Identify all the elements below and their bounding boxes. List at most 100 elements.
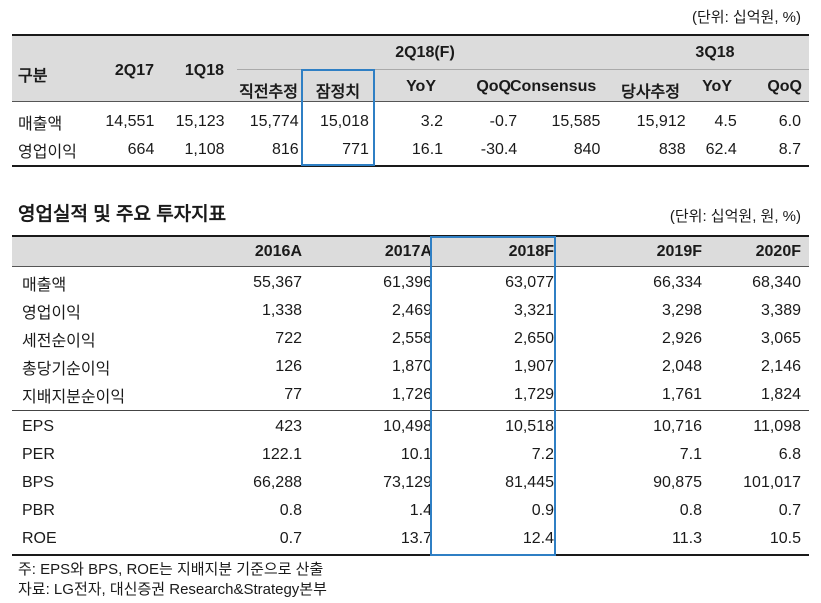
table-row: BPS 66,288 73,129 81,445 90,875 101,017 (12, 469, 809, 497)
cell: 0.7 (279, 530, 302, 547)
row-label: 영업이익 (18, 144, 77, 161)
row-label: EPS (22, 418, 55, 435)
cell: 15,912 (636, 113, 686, 130)
cell: 126 (275, 358, 302, 375)
cell: 2,926 (661, 330, 702, 347)
cell: 838 (658, 141, 686, 158)
cell: 3,389 (760, 302, 801, 319)
cell: -30.4 (480, 141, 518, 158)
table1-header-2q17: 2Q17 (114, 62, 154, 79)
cell: 63,077 (505, 274, 554, 291)
table-row: PBR 0.8 1.4 0.9 0.8 0.7 (12, 497, 809, 525)
row-label: 매출액 (22, 277, 67, 294)
cell: -0.7 (489, 113, 518, 130)
cell: 1.4 (409, 502, 432, 519)
cell: 7.2 (531, 446, 554, 463)
cell: 1,338 (261, 302, 302, 319)
cell: 10.1 (400, 446, 432, 463)
row-label: BPS (22, 474, 55, 491)
table2-header: 2016A 2017A 2018F 2019F 2020F (12, 240, 809, 264)
cell: 3.2 (420, 113, 444, 130)
table1-header-2q18: 2Q18(F) (395, 44, 455, 61)
table1-sub-yoy: YoY (406, 78, 436, 95)
cell: 77 (284, 386, 302, 403)
header-empty (12, 240, 162, 264)
table1-header-3q18: 3Q18 (695, 44, 735, 61)
cell: 68,340 (752, 274, 801, 291)
table-row: 총당기순이익 126 1,870 1,907 2,048 2,146 (12, 353, 809, 381)
table1-sub-3q-qoq: QoQ (767, 78, 802, 95)
cell: 14,551 (105, 113, 155, 130)
cell: 2,650 (513, 330, 554, 347)
row-label: 세전순이익 (22, 333, 96, 350)
table1-header-1q18: 1Q18 (184, 62, 224, 79)
cell: 61,396 (383, 274, 432, 291)
cell: 13.7 (400, 530, 432, 547)
cell: 1,824 (760, 386, 801, 403)
row-label: 매출액 (18, 116, 63, 133)
table1-sub-qoq: QoQ (476, 78, 511, 95)
cell: 73,129 (383, 474, 432, 491)
cell: 1,729 (513, 386, 554, 403)
table1-sub-prev-est: 직전추정 (239, 84, 298, 101)
cell: 62.4 (705, 141, 737, 158)
table2-title: 영업실적 및 주요 투자지표 (18, 204, 227, 225)
table2-top-rule (12, 235, 809, 237)
cell: 1,726 (391, 386, 432, 403)
cell: 15,585 (551, 113, 601, 130)
cell: 840 (573, 141, 601, 158)
cell: 4.5 (714, 113, 737, 130)
table1-header-bottom (12, 101, 809, 102)
footnote: 주: EPS와 BPS, ROE는 지배지분 기준으로 산출 (18, 561, 324, 578)
cell: 11.3 (672, 530, 702, 547)
cell: 1,870 (391, 358, 432, 375)
cell: 3,321 (513, 302, 554, 319)
cell: 122.1 (261, 446, 302, 463)
table2-unit: (단위: 십억원, 원, %) (669, 208, 801, 225)
row-label: PER (22, 446, 55, 463)
cell: 10.5 (769, 530, 801, 547)
table-row: ROE 0.7 13.7 12.4 11.3 10.5 (12, 525, 809, 553)
table1-unit: (단위: 십억원, %) (692, 9, 801, 26)
cell: 3,298 (661, 302, 702, 319)
cell: 6.0 (778, 113, 801, 130)
table1-col-label: 구분 (18, 68, 48, 85)
table-row: 매출액 55,367 61,396 63,077 66,334 68,340 (12, 269, 809, 297)
cell: 66,288 (253, 474, 302, 491)
table1-sub-3q-yoy: YoY (702, 78, 732, 95)
header-2018f: 2018F (508, 243, 554, 260)
header-2016a: 2016A (254, 243, 302, 260)
table2-bottom-rule (12, 554, 809, 556)
cell: 2,558 (391, 330, 432, 347)
table-row: PER 122.1 10.1 7.2 7.1 6.8 (12, 441, 809, 469)
table1-sub-house-est: 당사추정 (621, 84, 680, 101)
table1-header-split (237, 69, 809, 70)
table1-header-bg (12, 35, 809, 101)
table-row: 영업이익 1,338 2,469 3,321 3,298 3,389 (12, 297, 809, 325)
cell: 0.7 (778, 502, 801, 519)
cell: 771 (342, 141, 369, 158)
cell: 0.8 (679, 502, 702, 519)
table-row: 지배지분순이익 77 1,726 1,729 1,761 1,824 (12, 381, 809, 409)
cell: 10,716 (653, 418, 702, 435)
header-2020f: 2020F (755, 243, 801, 260)
header-2017a: 2017A (384, 243, 432, 260)
row-label: ROE (22, 530, 57, 547)
cell: 101,017 (743, 474, 801, 491)
cell: 423 (275, 418, 302, 435)
cell: 15,018 (319, 113, 369, 130)
cell: 12.4 (522, 530, 554, 547)
table-row: EPS 423 10,498 10,518 10,716 11,098 (12, 413, 809, 441)
table-row: 세전순이익 722 2,558 2,650 2,926 3,065 (12, 325, 809, 353)
cell: 1,108 (184, 141, 225, 158)
table-row: 매출액 14,551 15,123 15,774 15,018 3.2 -0.7… (12, 108, 809, 136)
table2-body-top: 매출액 55,367 61,396 63,077 66,334 68,340 영… (12, 269, 809, 409)
cell: 7.1 (679, 446, 702, 463)
cell: 664 (127, 141, 155, 158)
cell: 90,875 (653, 474, 702, 491)
table1-body: 매출액 14,551 15,123 15,774 15,018 3.2 -0.7… (12, 108, 809, 164)
cell: 2,469 (391, 302, 432, 319)
row-label: 지배지분순이익 (22, 389, 126, 406)
cell: 16.1 (411, 141, 444, 158)
cell: 55,367 (253, 274, 302, 291)
